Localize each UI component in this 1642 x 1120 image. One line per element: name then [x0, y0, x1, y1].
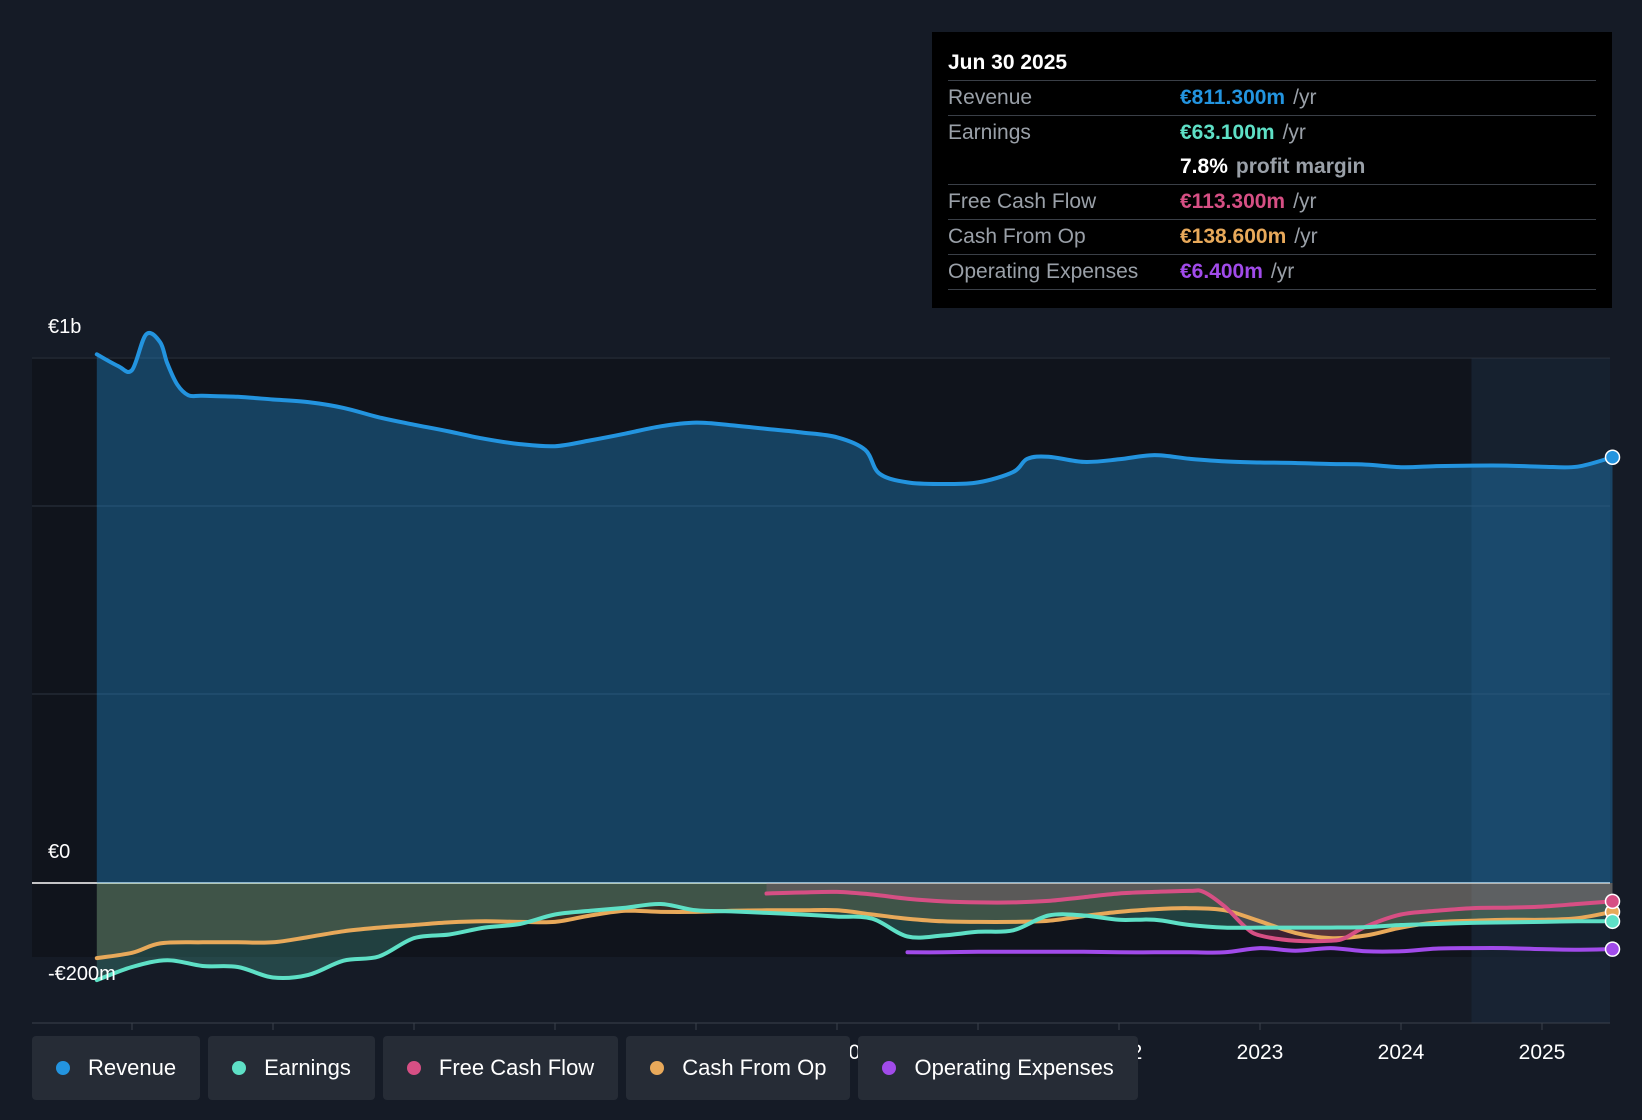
cash-from-op-area [96, 883, 1613, 959]
operating-expenses-endpoint [1604, 941, 1621, 957]
tooltip-value: €811.300m [1180, 86, 1286, 109]
tooltip-label: Free Cash Flow [948, 190, 1097, 213]
legend-dot-icon [232, 1061, 247, 1075]
gridlines [32, 357, 1610, 1024]
tooltip-row-operating-expenses: Operating Expenses €6.400m /yr [948, 255, 1596, 290]
tooltip-value: €6.400m [1180, 260, 1263, 283]
free-cash-flow-area [766, 883, 1613, 942]
legend-label: Earnings [264, 1055, 351, 1080]
revenue-area [96, 332, 1613, 883]
series-lines [94, 330, 1615, 983]
x-tick-label: 2023 [1237, 1041, 1284, 1064]
forecast-band [1471, 358, 1610, 1023]
tooltip-value: €138.600m [1180, 225, 1287, 248]
tooltip-label [948, 150, 1180, 184]
earnings-endpoint [1604, 913, 1621, 930]
legend: Revenue Earnings Free Cash Flow Cash Fro… [32, 1036, 1138, 1100]
earnings-line [94, 901, 1615, 983]
tooltip-row-free-cash-flow: Free Cash Flow €113.300m /yr [948, 185, 1596, 220]
tooltip-label: Operating Expenses [948, 260, 1139, 283]
tooltip-unit: /yr [1294, 225, 1318, 248]
series-areas [96, 332, 1613, 981]
tooltip-row-revenue: Revenue €811.300m /yr [948, 81, 1596, 116]
legend-item-revenue[interactable]: Revenue [32, 1036, 201, 1100]
legend-label: Revenue [88, 1055, 177, 1080]
tooltip-value: €63.100m [1180, 121, 1275, 144]
revenue-endpoint [1604, 449, 1621, 465]
tooltip-row-cash-from-op: Cash From Op €138.600m /yr [948, 220, 1596, 255]
tooltip-label: Earnings [948, 121, 1031, 144]
x-tick-label: 2025 [1519, 1041, 1566, 1064]
earnings-area [96, 883, 1613, 981]
y-tick-label: €1b [48, 316, 81, 338]
free-cash-flow-line [764, 888, 1615, 944]
legend-label: Cash From Op [682, 1055, 827, 1080]
tooltip-unit: /yr [1282, 121, 1306, 144]
revenue-line [94, 330, 1615, 487]
legend-dot-icon [650, 1061, 665, 1075]
legend-dot-icon [406, 1061, 421, 1075]
tooltip-unit: /yr [1293, 86, 1317, 109]
legend-item-earnings[interactable]: Earnings [208, 1036, 375, 1100]
free-cash-flow-endpoint [1604, 893, 1621, 910]
legend-dot-icon [882, 1061, 897, 1075]
tooltip-date: Jun 30 2025 [948, 46, 1596, 81]
tooltip-unit: /yr [1293, 190, 1317, 213]
x-tick-label: 2024 [1378, 1041, 1425, 1064]
chart-dark-panel [32, 357, 1610, 957]
legend-item-cash-from-op[interactable]: Cash From Op [626, 1036, 851, 1100]
legend-item-operating-expenses[interactable]: Operating Expenses [858, 1036, 1138, 1100]
cash-from-op-line [94, 906, 1615, 961]
tooltip-value: 7.8% [1180, 155, 1228, 178]
tooltip-label: Cash From Op [948, 225, 1086, 248]
legend-item-free-cash-flow[interactable]: Free Cash Flow [382, 1036, 619, 1100]
tooltip-panel: Jun 30 2025 Revenue €811.300m /yr Earnin… [932, 32, 1612, 308]
tooltip-row-profit-margin: 7.8% profit margin [948, 150, 1596, 185]
legend-label: Free Cash Flow [438, 1055, 595, 1080]
legend-label: Operating Expenses [914, 1055, 1114, 1080]
tooltip-value: €113.300m [1180, 190, 1286, 213]
y-tick-label: -€200m [48, 963, 116, 985]
tooltip-label: Revenue [948, 86, 1033, 109]
y-tick-label: €0 [48, 841, 70, 863]
tooltip-unit: /yr [1270, 260, 1295, 283]
operating-expenses-line [905, 945, 1615, 955]
tooltip-unit: profit margin [1235, 155, 1366, 178]
y-axis-labels: €1b €0 -€200m [48, 316, 116, 985]
tooltip-row-earnings: Earnings €63.100m /yr [948, 116, 1596, 150]
series-endpoints [1604, 449, 1621, 957]
legend-dot-icon [56, 1061, 70, 1075]
